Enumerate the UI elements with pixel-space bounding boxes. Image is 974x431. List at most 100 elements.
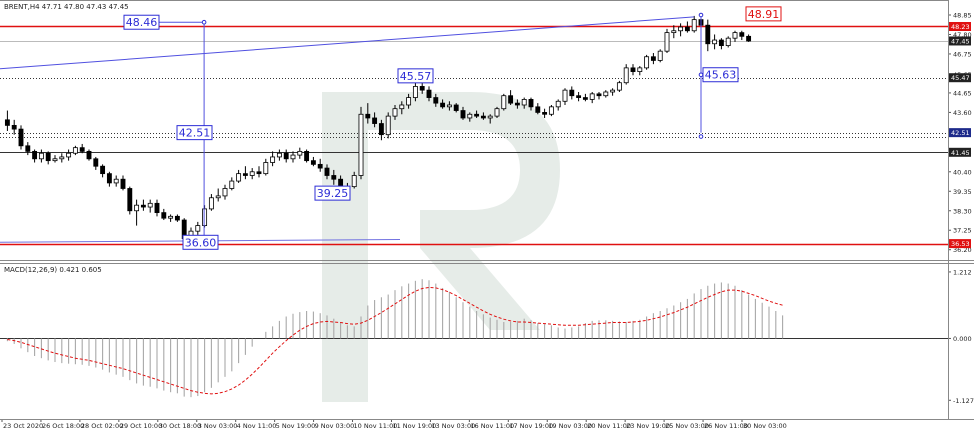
price-tag-label: 42.51 bbox=[951, 129, 970, 137]
candle-down bbox=[596, 93, 602, 97]
candle-down bbox=[650, 56, 656, 61]
annotation-label: 45.63 bbox=[705, 69, 737, 82]
time-tick-label: 10 Nov 11:00 bbox=[354, 422, 398, 430]
candle-up bbox=[664, 32, 670, 52]
candle-up bbox=[270, 156, 276, 163]
candle-down bbox=[576, 95, 582, 98]
candle-up bbox=[208, 197, 214, 210]
price-tag-label: 45.47 bbox=[951, 74, 970, 82]
candle-up bbox=[623, 67, 629, 84]
candle-up bbox=[467, 113, 473, 119]
candle-up bbox=[290, 154, 296, 160]
price-tick-label: 48.85 bbox=[953, 11, 972, 19]
candle-down bbox=[86, 150, 92, 160]
candle-up bbox=[385, 115, 391, 136]
candle-up bbox=[562, 89, 568, 102]
candle-up bbox=[229, 180, 235, 189]
candle-up bbox=[555, 100, 561, 108]
price-tag bbox=[949, 21, 971, 31]
price-tag-label: 48.23 bbox=[951, 23, 970, 31]
candle-down bbox=[127, 188, 133, 212]
candle-up bbox=[263, 162, 269, 175]
candle-up bbox=[358, 113, 364, 176]
candle-down bbox=[440, 102, 446, 108]
anchor-point bbox=[698, 12, 704, 18]
candle-down bbox=[79, 147, 85, 152]
annotation-box bbox=[702, 67, 739, 83]
annotation-box bbox=[745, 6, 782, 22]
candle-down bbox=[718, 39, 724, 47]
candle-down bbox=[535, 106, 541, 113]
candle-up bbox=[406, 97, 412, 106]
candle-down bbox=[514, 102, 520, 106]
candle-down bbox=[378, 123, 384, 136]
candle-up bbox=[446, 104, 452, 108]
candle-down bbox=[426, 89, 432, 98]
candle-up bbox=[732, 32, 738, 39]
candle-down bbox=[100, 165, 106, 175]
macd-panel bbox=[0, 279, 948, 398]
candle-down bbox=[542, 112, 548, 115]
candle-down bbox=[746, 35, 752, 42]
annotation-box bbox=[182, 234, 219, 250]
price-tick-label: 47.80 bbox=[953, 31, 972, 39]
candle-up bbox=[678, 26, 684, 32]
annotation-box bbox=[176, 125, 213, 141]
price-tick-label: 43.60 bbox=[953, 109, 972, 117]
time-tick-label: 23 Oct 2020 bbox=[3, 422, 43, 430]
candle-up bbox=[494, 108, 500, 117]
candle-up bbox=[657, 50, 663, 61]
anchor-point bbox=[698, 134, 704, 139]
time-tick-label: 25 Nov 03:00 bbox=[665, 422, 709, 430]
candle-down bbox=[317, 163, 323, 169]
candle-up bbox=[392, 108, 398, 117]
candle-up bbox=[725, 37, 731, 47]
price-tag bbox=[949, 239, 971, 249]
candle-up bbox=[38, 152, 44, 160]
candle-down bbox=[630, 67, 636, 72]
macd-tick-label: 1.212 bbox=[953, 268, 972, 276]
price-tag bbox=[949, 147, 971, 157]
watermark-leg bbox=[420, 248, 540, 330]
candle-down bbox=[508, 95, 514, 104]
price-tick-label: 36.20 bbox=[953, 246, 972, 254]
candle-down bbox=[242, 173, 248, 176]
candle-up bbox=[548, 106, 554, 115]
time-tick-label: 3 Nov 03:00 bbox=[198, 422, 238, 430]
candle-down bbox=[304, 150, 310, 162]
candle-down bbox=[93, 158, 99, 167]
candle-down bbox=[684, 26, 690, 32]
candle-up bbox=[59, 156, 65, 160]
candle-down bbox=[582, 97, 588, 100]
candle-up bbox=[113, 178, 119, 184]
annotation-box bbox=[123, 14, 160, 30]
annotation-label: 45.57 bbox=[400, 70, 432, 83]
candle-up bbox=[671, 30, 677, 34]
candle-down bbox=[480, 115, 486, 119]
candle-down bbox=[120, 178, 126, 189]
time-tick-label: 26 Oct 18:00 bbox=[42, 422, 84, 430]
time-tick-label: 23 Nov 19:00 bbox=[626, 422, 670, 430]
time-tick-label: 29 Oct 10:00 bbox=[120, 422, 162, 430]
candle-down bbox=[310, 160, 316, 165]
candle-down bbox=[460, 110, 466, 119]
trend-line bbox=[0, 16, 695, 70]
candle-up bbox=[147, 202, 153, 208]
candle-up bbox=[399, 104, 405, 110]
price-tag bbox=[949, 73, 971, 83]
anchor-point bbox=[201, 19, 207, 25]
macd-signal-line bbox=[7, 286, 783, 395]
candle-down bbox=[4, 119, 10, 126]
candle-up bbox=[72, 147, 78, 154]
candle-down bbox=[25, 145, 31, 152]
candle-up bbox=[236, 173, 242, 182]
macd-label: MACD(12,26,9) 0.421 0.605 bbox=[4, 266, 102, 274]
candle-down bbox=[331, 175, 337, 180]
candle-down bbox=[365, 113, 371, 119]
candle-down bbox=[453, 104, 459, 111]
annotation-label: 39.25 bbox=[317, 187, 349, 200]
price-tick-label: 44.65 bbox=[953, 89, 972, 97]
chart-title: BRENT,H4 47.71 47.80 47.43 47.45 bbox=[4, 3, 129, 11]
candle-down bbox=[474, 113, 480, 117]
